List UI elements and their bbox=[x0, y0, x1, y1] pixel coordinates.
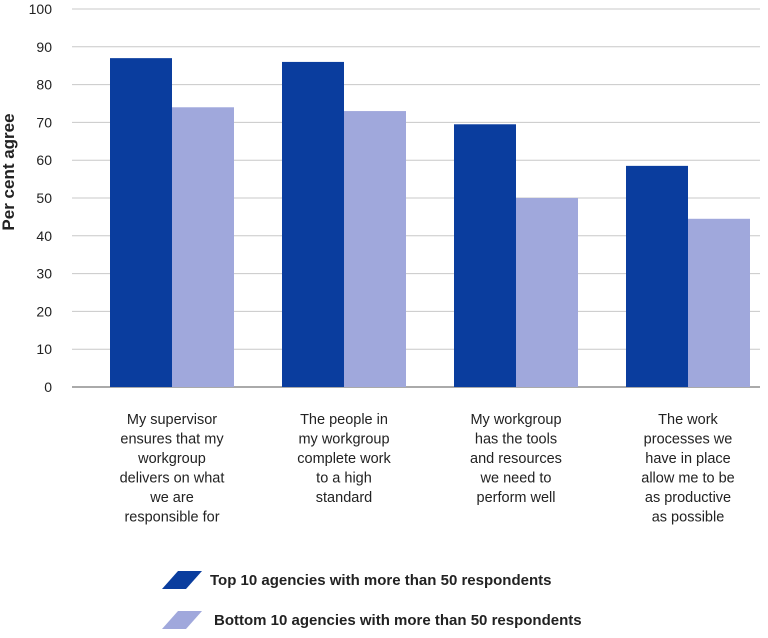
category-label-line: we need to bbox=[480, 471, 552, 487]
bar-bottom10-4 bbox=[688, 218, 750, 387]
category-label-line: My workgroup bbox=[470, 412, 561, 428]
category-label-line: My supervisor bbox=[127, 412, 217, 428]
y-axis-label: Per cent agree bbox=[0, 113, 18, 230]
bar-top10-4 bbox=[626, 165, 688, 387]
category-label-line: has the tools bbox=[475, 432, 557, 448]
category-label-1: My supervisor ensures that my workgroup del… bbox=[120, 412, 225, 526]
y-tick-label: 10 bbox=[36, 341, 52, 357]
category-label-line: standard bbox=[316, 490, 372, 506]
category-label-line: The people in bbox=[300, 412, 388, 428]
y-tick-label: 100 bbox=[29, 1, 53, 17]
category-label-4: The work processes we have in place allow m… bbox=[641, 412, 735, 526]
legend: Top 10 agencies with more than 50 respon… bbox=[162, 571, 582, 629]
category-label-line: responsible for bbox=[124, 510, 219, 526]
y-axis-ticks: 0 10 20 30 40 50 60 70 80 90 100 bbox=[29, 1, 53, 395]
category-label-line: processes we bbox=[644, 432, 733, 448]
y-tick-label: 80 bbox=[36, 77, 52, 93]
category-label-line: as possible bbox=[652, 510, 725, 526]
bar-top10-3 bbox=[454, 124, 516, 387]
bars bbox=[110, 58, 750, 388]
bar-bottom10-1 bbox=[172, 107, 234, 387]
x-axis-categories: My supervisor ensures that my workgroup del… bbox=[120, 412, 735, 526]
category-label-line: perform well bbox=[477, 490, 556, 506]
legend-label: Top 10 agencies with more than 50 respon… bbox=[210, 572, 551, 589]
legend-swatch bbox=[162, 611, 202, 629]
category-label-line: to a high bbox=[316, 471, 372, 487]
category-label-line: allow me to be bbox=[641, 471, 735, 487]
legend-item-1: Top 10 agencies with more than 50 respon… bbox=[162, 571, 551, 589]
y-tick-label: 30 bbox=[36, 266, 52, 282]
category-label-line: we are bbox=[149, 490, 194, 506]
y-tick-label: 40 bbox=[36, 228, 52, 244]
category-label-line: have in place bbox=[645, 451, 730, 467]
legend-label: Bottom 10 agencies with more than 50 res… bbox=[214, 612, 582, 629]
bar-bottom10-2 bbox=[344, 111, 406, 387]
legend-item-2: Bottom 10 agencies with more than 50 res… bbox=[162, 611, 582, 629]
y-tick-label: 90 bbox=[36, 39, 52, 55]
y-tick-label: 20 bbox=[36, 303, 52, 319]
legend-swatch bbox=[162, 571, 202, 589]
category-label-line: The work bbox=[658, 412, 718, 428]
category-label-line: my workgroup bbox=[298, 432, 389, 448]
category-label-3: My workgroup has the tools and resources we… bbox=[470, 412, 562, 506]
category-label-line: complete work bbox=[297, 451, 391, 467]
bar-bottom10-3 bbox=[516, 198, 578, 387]
bar-top10-1 bbox=[110, 58, 172, 387]
category-label-line: and resources bbox=[470, 451, 562, 467]
category-label-line: ensures that my bbox=[120, 432, 224, 448]
bar-top10-2 bbox=[282, 61, 344, 388]
category-label-line: as productive bbox=[645, 490, 731, 506]
category-label-line: workgroup bbox=[137, 451, 206, 467]
category-label-2: The people in my workgroup complete work to… bbox=[297, 412, 391, 506]
y-tick-label: 70 bbox=[36, 114, 52, 130]
y-tick-label: 60 bbox=[36, 152, 52, 168]
y-tick-label: 0 bbox=[44, 379, 52, 395]
category-label-line: delivers on what bbox=[120, 471, 225, 487]
y-tick-label: 50 bbox=[36, 190, 52, 206]
